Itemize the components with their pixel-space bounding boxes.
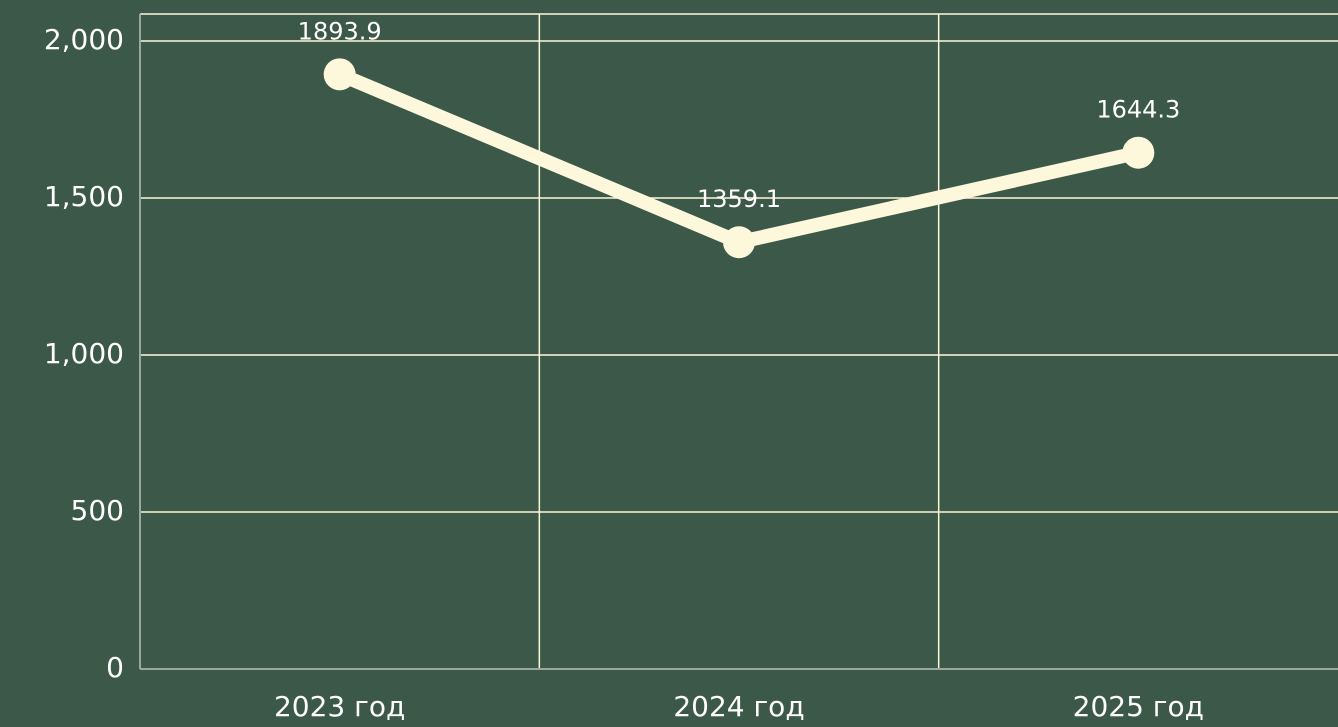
y-tick-label: 500: [71, 494, 124, 527]
data-label: 1644.3: [1096, 96, 1180, 124]
x-tick-label: 2024 год: [673, 690, 804, 723]
x-tick-label: 2025 год: [1073, 690, 1204, 723]
data-label: 1893.9: [298, 17, 382, 45]
y-tick-label: 0: [106, 651, 124, 684]
x-tick-label: 2023 год: [274, 690, 405, 723]
y-tick-label: 2,000: [44, 23, 124, 56]
y-tick-label: 1,500: [44, 180, 124, 213]
point: [723, 226, 755, 259]
data-label: 1359.1: [697, 185, 781, 213]
point: [323, 58, 356, 91]
point: [1122, 136, 1155, 169]
y-tick-label: 1,000: [44, 337, 124, 370]
